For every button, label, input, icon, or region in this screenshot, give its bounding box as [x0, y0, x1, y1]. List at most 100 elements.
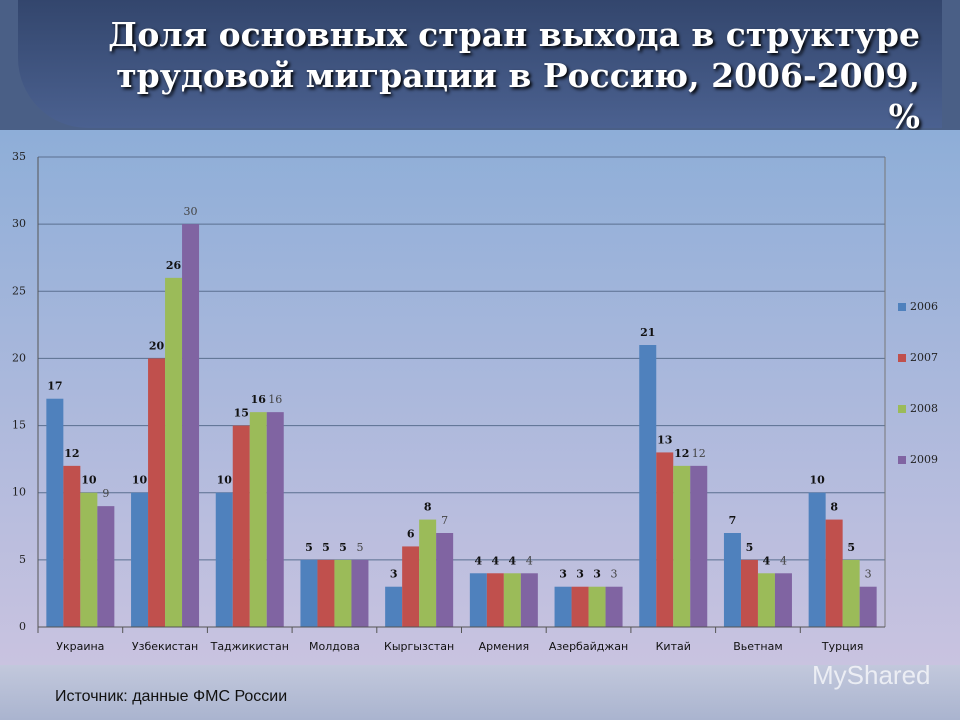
- y-tick-label: 5: [19, 553, 26, 566]
- bar: [148, 358, 166, 627]
- bar: [97, 506, 115, 627]
- value-label: 20: [149, 339, 165, 352]
- value-label: 26: [166, 259, 182, 272]
- x-tick-label: Кыргызстан: [384, 640, 454, 653]
- x-tick-label: Украина: [56, 640, 104, 653]
- bar: [436, 533, 454, 627]
- bar: [825, 519, 843, 627]
- bar: [673, 465, 691, 627]
- y-tick-label: 30: [12, 217, 26, 230]
- bar: [266, 412, 284, 627]
- legend-label: 2006: [910, 300, 938, 313]
- value-label: 3: [390, 568, 398, 581]
- value-label: 12: [64, 447, 79, 460]
- bar: [402, 546, 420, 627]
- value-label: 8: [830, 501, 838, 514]
- x-tick-label: Армения: [479, 640, 530, 653]
- value-label: 30: [184, 205, 198, 218]
- bar: [554, 586, 572, 627]
- legend-swatch: [898, 354, 906, 362]
- value-label: 5: [305, 541, 313, 554]
- value-label: 3: [559, 568, 567, 581]
- footer: [0, 665, 960, 720]
- bar: [774, 573, 792, 627]
- value-label: 3: [576, 568, 584, 581]
- bar: [215, 492, 233, 627]
- value-label: 4: [475, 554, 483, 567]
- legend-swatch: [898, 303, 906, 311]
- value-label: 16: [268, 393, 282, 406]
- bar: [656, 452, 674, 627]
- bar: [605, 586, 623, 627]
- bar: [571, 586, 589, 627]
- legend-label: 2007: [910, 351, 938, 364]
- y-tick-label: 35: [12, 150, 26, 163]
- value-label: 4: [780, 554, 787, 567]
- value-label: 5: [322, 541, 330, 554]
- value-label: 12: [692, 447, 706, 460]
- value-label: 10: [217, 474, 233, 487]
- value-label: 10: [81, 474, 97, 487]
- bar: [300, 559, 318, 627]
- bar: [351, 559, 369, 627]
- value-label: 4: [492, 554, 500, 567]
- bar: [503, 573, 521, 627]
- bar: [740, 559, 758, 627]
- slide-title: Доля основных стран выхода в структуре т…: [108, 15, 920, 136]
- value-label: 3: [593, 568, 601, 581]
- bar: [249, 412, 267, 627]
- value-label: 15: [234, 407, 249, 420]
- bar: [486, 573, 504, 627]
- bar: [520, 573, 538, 627]
- x-tick-label: Узбекистан: [132, 640, 198, 653]
- x-tick-label: Азербайджан: [549, 640, 628, 653]
- x-tick-label: Турция: [821, 640, 863, 653]
- value-label: 8: [424, 501, 432, 514]
- y-tick-label: 25: [12, 284, 26, 297]
- value-label: 16: [251, 393, 267, 406]
- header: [18, 0, 942, 128]
- bar: [232, 425, 250, 627]
- bar: [808, 492, 826, 627]
- value-label: 9: [102, 487, 109, 500]
- x-tick-label: Молдова: [309, 640, 360, 653]
- x-tick-label: Вьетнам: [733, 640, 782, 653]
- bar: [419, 519, 437, 627]
- x-tick-label: Таджикистан: [210, 640, 289, 653]
- bar: [165, 277, 183, 627]
- bar: [385, 586, 403, 627]
- value-label: 5: [847, 541, 855, 554]
- source: Источник: данные ФМС России: [55, 688, 288, 705]
- x-tick-label: Китай: [656, 640, 691, 653]
- bar: [639, 345, 657, 627]
- value-label: 12: [674, 447, 689, 460]
- value-label: 10: [809, 474, 825, 487]
- legend-label: 2009: [910, 453, 938, 466]
- bar: [469, 573, 487, 627]
- value-label: 4: [763, 554, 771, 567]
- value-label: 21: [640, 326, 655, 339]
- bar: [46, 398, 64, 627]
- value-label: 7: [441, 514, 448, 527]
- value-label: 5: [339, 541, 347, 554]
- bar: [859, 586, 877, 627]
- value-label: 3: [611, 568, 618, 581]
- y-tick-label: 10: [12, 486, 26, 499]
- bar: [317, 559, 335, 627]
- value-label: 4: [509, 554, 517, 567]
- value-label: 3: [865, 568, 872, 581]
- value-label: 5: [356, 541, 363, 554]
- value-label: 4: [526, 554, 533, 567]
- value-label: 5: [746, 541, 754, 554]
- bar: [723, 533, 741, 627]
- legend-label: 2008: [910, 402, 938, 415]
- value-label: 6: [407, 527, 415, 540]
- legend-swatch: [898, 405, 906, 413]
- bar: [63, 465, 81, 627]
- y-tick-label: 0: [19, 620, 26, 633]
- watermark: MyShared: [812, 660, 931, 690]
- bar: [690, 465, 708, 627]
- value-label: 17: [47, 380, 62, 393]
